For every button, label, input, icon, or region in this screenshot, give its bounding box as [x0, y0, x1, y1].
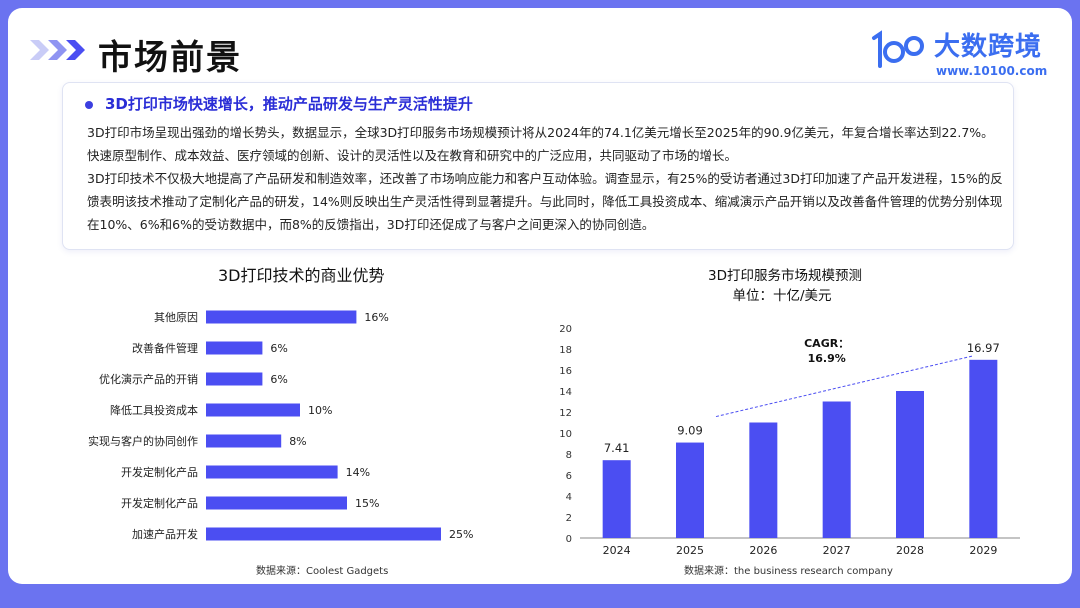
y-tick-label: 4 [566, 492, 572, 503]
category-label: 降低工具投资成本 [110, 403, 198, 417]
summary-paragraph: 3D打印市场呈现出强劲的增长势头，数据显示，全球3D打印服务市场规模预计将从20… [87, 125, 994, 163]
y-tick-label: 8 [566, 450, 572, 461]
chart-subtitle: 单位：十亿/美元 [732, 288, 832, 304]
bar [206, 310, 357, 324]
chart-source: 数据来源：Coolest Gadgets [256, 566, 389, 577]
summary-paragraph: 3D打印技术不仅极大地提高了产品研发和制造效率，还改善了市场响应能力和客户互动体… [87, 171, 1003, 232]
data-label: 16% [364, 311, 388, 324]
horizontal-bar-chart: 其他原因 16% 改善备件管理 6% 优化演示产品的开销 6% 降低工具投资成本 10% 实现与… [88, 310, 473, 541]
bar [206, 496, 347, 510]
y-tick-label: 14 [559, 387, 572, 398]
bar [749, 422, 778, 538]
summary-heading: 3D打印市场快速增长，推动产品研发与生产灵活性提升 [105, 95, 473, 113]
data-label: 8% [289, 435, 306, 448]
x-tick-label: 2024 [603, 544, 631, 557]
chart-source: 数据来源：the business research company [684, 566, 893, 577]
category-label: 实现与客户的协同创作 [88, 434, 198, 448]
data-label: 25% [449, 528, 473, 541]
bar [206, 372, 263, 386]
data-label: 9.09 [677, 424, 703, 438]
y-tick-label: 0 [566, 534, 572, 545]
chart-title: 3D打印服务市场规模预测 [708, 268, 862, 284]
chart-title-block: 3D打印服务市场规模预测 单位：十亿/美元 [708, 266, 862, 306]
y-tick-label: 10 [559, 429, 572, 440]
x-tick-label: 2027 [823, 544, 851, 557]
bar [969, 359, 998, 538]
data-label: 16.97 [967, 341, 1000, 355]
slide: 市场前景 大数跨境 www.10100.com 3D打印市场快速增长，推动产品研… [8, 8, 1072, 584]
category-label: 加速产品开发 [132, 527, 198, 541]
category-label: 优化演示产品的开销 [99, 372, 198, 386]
x-tick-label: 2028 [896, 544, 924, 557]
x-tick-label: 2026 [749, 544, 777, 557]
data-label: 10% [308, 404, 332, 417]
bar [206, 465, 338, 479]
chevrons-icon [30, 40, 85, 60]
logo-mark-icon [872, 30, 924, 68]
data-label: 7.41 [604, 441, 630, 455]
y-tick-label: 16 [559, 366, 572, 377]
category-label: 改善备件管理 [132, 341, 198, 355]
cagr-label: CAGR： [804, 337, 849, 350]
x-tick-label: 2025 [676, 544, 704, 557]
summary-box: 3D打印市场快速增长，推动产品研发与生产灵活性提升 3D打印市场呈现出强劲的增长… [62, 82, 1014, 250]
category-label: 开发定制化产品 [121, 496, 198, 510]
data-label: 6% [270, 342, 287, 355]
page-title: 市场前景 [98, 38, 242, 78]
y-tick-label: 20 [559, 324, 572, 335]
summary-body: 3D打印市场呈现出强劲的增长势头，数据显示，全球3D打印服务市场规模预计将从20… [87, 121, 1003, 236]
logo-url: www.10100.com [936, 64, 1048, 78]
brand-logo: 大数跨境 www.10100.com [870, 22, 1050, 84]
bar [206, 403, 300, 417]
cagr-value: 16.9% [808, 352, 846, 365]
bar [676, 442, 704, 538]
data-label: 15% [355, 497, 379, 510]
bar [602, 460, 631, 538]
bar [822, 401, 851, 538]
cagr-trend-line [715, 355, 974, 418]
chart-title: 3D打印技术的商业优势 [218, 266, 385, 285]
category-label: 其他原因 [154, 311, 198, 324]
data-label: 6% [270, 373, 287, 386]
category-label: 开发定制化产品 [121, 465, 198, 479]
vertical-bar-chart: 0 2 4 6 8 10 12 14 16 18 20 2024 7.41 2025 9.09 2026 202… [559, 324, 1020, 557]
bullet-icon [85, 101, 93, 109]
bar [206, 527, 441, 541]
y-tick-label: 12 [559, 408, 572, 419]
y-tick-label: 2 [566, 513, 572, 524]
bar [206, 341, 263, 355]
y-tick-label: 6 [566, 471, 572, 482]
y-tick-label: 18 [559, 345, 572, 356]
x-tick-label: 2029 [969, 544, 997, 557]
logo-text: 大数跨境 [934, 32, 1043, 62]
bar [206, 434, 282, 448]
bar [896, 391, 924, 538]
data-label: 14% [346, 466, 370, 479]
